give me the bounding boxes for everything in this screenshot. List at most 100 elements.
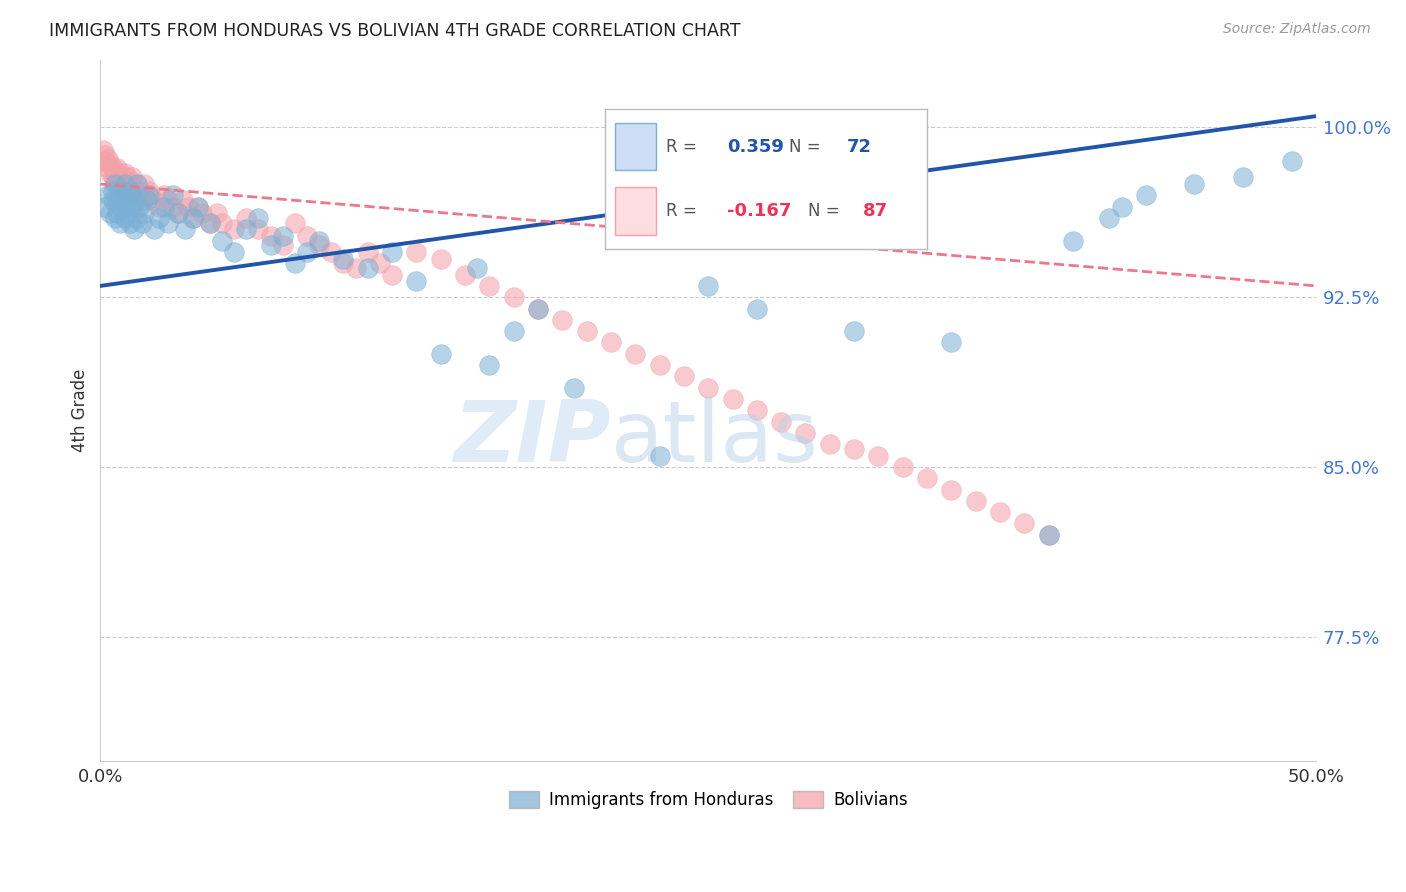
Point — [187, 200, 209, 214]
Point — [157, 193, 180, 207]
Point — [91, 143, 114, 157]
Point — [128, 200, 150, 214]
Point — [97, 161, 120, 176]
Point — [284, 215, 307, 229]
Point — [152, 200, 174, 214]
Point — [125, 177, 148, 191]
Point — [104, 166, 127, 180]
Point — [624, 347, 647, 361]
Point — [247, 211, 270, 225]
Point — [94, 200, 117, 214]
Point — [295, 244, 318, 259]
Point — [1281, 154, 1303, 169]
Point — [405, 244, 427, 259]
Point — [941, 335, 963, 350]
Point — [235, 222, 257, 236]
Point — [98, 157, 121, 171]
Point — [114, 177, 136, 191]
Point — [211, 234, 233, 248]
Point — [162, 188, 184, 202]
Point — [118, 184, 141, 198]
Point — [429, 252, 451, 266]
Point — [205, 206, 228, 220]
Point — [381, 268, 404, 282]
Point — [842, 442, 865, 456]
Point — [167, 206, 190, 220]
Point — [600, 335, 623, 350]
Point — [108, 188, 131, 202]
Point — [697, 381, 720, 395]
Point — [198, 215, 221, 229]
Point — [745, 403, 768, 417]
Point — [128, 184, 150, 198]
Point — [181, 211, 204, 225]
Point — [187, 200, 209, 214]
Point — [101, 184, 124, 198]
Point — [381, 244, 404, 259]
Point — [118, 188, 141, 202]
Point — [842, 324, 865, 338]
Point — [1038, 528, 1060, 542]
Point — [142, 222, 165, 236]
Point — [271, 238, 294, 252]
Point — [115, 184, 138, 198]
Point — [527, 301, 550, 316]
Point — [344, 260, 367, 275]
Point — [648, 358, 671, 372]
Point — [672, 369, 695, 384]
Point — [697, 278, 720, 293]
Point — [104, 211, 127, 225]
Point — [235, 211, 257, 225]
Point — [101, 193, 124, 207]
Point — [124, 188, 146, 202]
Point — [321, 244, 343, 259]
Point — [308, 234, 330, 248]
Point — [97, 188, 120, 202]
Point — [134, 177, 156, 191]
Point — [98, 206, 121, 220]
Point — [97, 152, 120, 166]
Point — [551, 313, 574, 327]
Point — [124, 193, 146, 207]
Point — [114, 166, 136, 180]
Point — [478, 358, 501, 372]
Point — [115, 170, 138, 185]
Point — [818, 437, 841, 451]
Point — [152, 188, 174, 202]
Text: IMMIGRANTS FROM HONDURAS VS BOLIVIAN 4TH GRADE CORRELATION CHART: IMMIGRANTS FROM HONDURAS VS BOLIVIAN 4TH… — [49, 22, 741, 40]
Point — [454, 268, 477, 282]
Point — [108, 166, 131, 180]
Point — [114, 211, 136, 225]
Point — [111, 200, 134, 214]
Point — [111, 170, 134, 185]
Point — [1014, 516, 1036, 531]
Point — [1135, 188, 1157, 202]
Point — [111, 184, 134, 198]
Point — [357, 260, 380, 275]
Point — [1232, 170, 1254, 185]
Point — [648, 449, 671, 463]
Point — [1038, 528, 1060, 542]
Point — [94, 147, 117, 161]
Point — [502, 290, 524, 304]
Point — [115, 206, 138, 220]
Point — [104, 175, 127, 189]
Point — [284, 256, 307, 270]
Point — [745, 301, 768, 316]
Legend: Immigrants from Honduras, Bolivians: Immigrants from Honduras, Bolivians — [502, 784, 914, 816]
Point — [101, 161, 124, 176]
Point — [167, 206, 190, 220]
Point — [770, 415, 793, 429]
Point — [135, 193, 157, 207]
Point — [332, 252, 354, 266]
Point — [142, 193, 165, 207]
Point — [502, 324, 524, 338]
Point — [105, 161, 128, 176]
Point — [891, 459, 914, 474]
Text: atlas: atlas — [612, 397, 818, 480]
Point — [941, 483, 963, 497]
Point — [105, 170, 128, 185]
Point — [247, 222, 270, 236]
Point — [357, 244, 380, 259]
Text: Source: ZipAtlas.com: Source: ZipAtlas.com — [1223, 22, 1371, 37]
